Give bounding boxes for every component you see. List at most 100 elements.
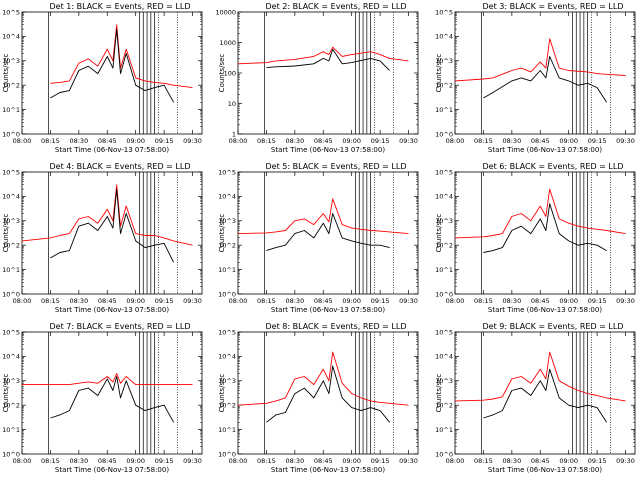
detector-panel-9: 10^0 10^1 10^2 10^3 10^4 10^5 08:00 08:15 08:30 0… xyxy=(435,322,636,474)
x-tick-label: 09:00 xyxy=(126,297,145,305)
y-axis-label: Counts/sec xyxy=(218,214,226,253)
x-tick-label: 09:30 xyxy=(399,457,418,465)
y-tick-label: 10^3 xyxy=(435,57,453,65)
x-tick-label: 09:15 xyxy=(371,297,390,305)
detector-panel-1: 10^0 10^1 10^2 10^3 10^4 10^5 08:00 08:15 08:30 0… xyxy=(2,2,203,154)
x-tick-label: 08:15 xyxy=(257,297,276,305)
y-axis-label: Counts/sec xyxy=(218,54,226,93)
series-line-events xyxy=(50,188,175,263)
series-line-lld xyxy=(22,373,193,386)
x-tick-label: 08:00 xyxy=(446,297,465,305)
series-line-lld xyxy=(454,38,626,82)
series-line-lld xyxy=(21,184,193,246)
y-tick-label: 10^3 xyxy=(218,217,236,225)
x-tick-label: 08:45 xyxy=(314,137,333,145)
plot-frame xyxy=(237,11,419,135)
y-tick-label: 10^5 xyxy=(2,168,20,176)
y-tick-label: 10^3 xyxy=(2,57,20,65)
x-tick-label: 09:15 xyxy=(588,457,607,465)
panel-title: Det 3: BLACK = Events, RED = LLD xyxy=(483,2,624,11)
y-tick-label: 10^0 xyxy=(2,130,20,138)
x-tick-label: 08:30 xyxy=(69,457,88,465)
x-axis-label: Start Time (06-Nov-13 07:58:00) xyxy=(488,306,602,314)
detector-panel-6: 10^0 10^1 10^2 10^3 10^4 10^5 08:00 08:15 08:30 0… xyxy=(435,162,636,314)
x-tick-label: 08:15 xyxy=(474,137,493,145)
plot-frame xyxy=(21,331,203,455)
y-tick-label: 100 xyxy=(224,69,236,77)
y-axis-label: Counts/sec xyxy=(2,374,10,413)
plot-frame xyxy=(21,171,203,295)
y-tick-label: 10^2 xyxy=(435,82,453,90)
x-tick-label: 08:00 xyxy=(13,457,32,465)
series-line-events xyxy=(266,213,390,252)
y-tick-label: 10000 xyxy=(215,8,236,16)
x-axis-label: Start Time (06-Nov-13 07:58:00) xyxy=(271,466,385,474)
y-axis-label: Counts/sec xyxy=(435,374,443,413)
y-tick-label: 10^1 xyxy=(2,266,20,274)
y-tick-label: 10^1 xyxy=(435,266,453,274)
x-tick-label: 09:15 xyxy=(155,297,174,305)
x-tick-label: 09:00 xyxy=(342,457,361,465)
y-tick-label: 10^2 xyxy=(435,242,453,250)
x-tick-label: 08:15 xyxy=(257,457,276,465)
x-tick-label: 08:45 xyxy=(98,457,117,465)
panel-title: Det 7: BLACK = Events, RED = LLD xyxy=(50,322,191,331)
y-tick-label: 1000 xyxy=(219,39,236,47)
y-axis-label: Counts/sec xyxy=(435,214,443,253)
plot-frame xyxy=(237,331,419,455)
y-axis-label: Counts/sec xyxy=(435,54,443,93)
x-tick-label: 09:30 xyxy=(183,297,202,305)
x-tick-label: 09:30 xyxy=(616,137,635,145)
x-tick-label: 08:15 xyxy=(41,297,60,305)
x-tick-label: 08:15 xyxy=(474,457,493,465)
series-line-events xyxy=(50,28,174,103)
x-tick-label: 09:15 xyxy=(371,457,390,465)
x-tick-label: 08:30 xyxy=(285,297,304,305)
panel-title: Det 1: BLACK = Events, RED = LLD xyxy=(50,2,191,11)
x-tick-label: 08:15 xyxy=(41,457,60,465)
x-tick-label: 08:15 xyxy=(41,137,60,145)
y-tick-label: 10^3 xyxy=(435,217,453,225)
x-tick-label: 08:45 xyxy=(98,297,117,305)
panel-title: Det 5: BLACK = Events, RED = LLD xyxy=(266,162,407,171)
y-tick-label: 10^5 xyxy=(435,168,453,176)
x-tick-label: 09:00 xyxy=(342,137,361,145)
y-tick-label: 10^2 xyxy=(218,402,236,410)
y-tick-label: 10^1 xyxy=(2,106,20,114)
y-tick-label: 10^4 xyxy=(2,193,20,201)
y-tick-label: 10^0 xyxy=(2,290,20,298)
plot-frame xyxy=(454,171,636,295)
x-tick-label: 08:00 xyxy=(446,457,465,465)
panel-title: Det 6: BLACK = Events, RED = LLD xyxy=(483,162,624,171)
panel-title: Det 2: BLACK = Events, RED = LLD xyxy=(266,2,407,11)
y-tick-label: 10^0 xyxy=(2,450,20,458)
x-tick-label: 09:30 xyxy=(616,297,635,305)
detector-panel-4: 10^0 10^1 10^2 10^3 10^4 10^5 08:00 08:15 08:30 0… xyxy=(2,162,203,314)
y-tick-label: 10^2 xyxy=(218,242,236,250)
x-axis-label: Start Time (06-Nov-13 07:58:00) xyxy=(55,306,169,314)
y-tick-label: 10^0 xyxy=(435,130,453,138)
x-tick-label: 09:00 xyxy=(126,457,145,465)
x-tick-label: 08:45 xyxy=(314,457,333,465)
y-tick-label: 10^3 xyxy=(435,377,453,385)
y-tick-label: 10^3 xyxy=(2,217,20,225)
y-tick-label: 10^5 xyxy=(2,328,20,336)
y-tick-label: 10^1 xyxy=(218,426,236,434)
x-axis-label: Start Time (06-Nov-13 07:58:00) xyxy=(55,466,169,474)
x-tick-label: 08:30 xyxy=(285,457,304,465)
series-line-lld xyxy=(454,188,626,239)
y-tick-label: 10 xyxy=(228,100,236,108)
y-axis-label: Counts/sec xyxy=(2,214,10,253)
series-line-lld xyxy=(50,24,193,89)
y-tick-label: 10^5 xyxy=(435,328,453,336)
x-tick-label: 08:30 xyxy=(502,137,521,145)
x-tick-label: 08:15 xyxy=(257,137,276,145)
detector-panel-7: 10^0 10^1 10^2 10^3 10^4 10^5 08:00 08:15 08:30 0… xyxy=(2,322,203,474)
x-axis-label: Start Time (06-Nov-13 07:58:00) xyxy=(271,306,385,314)
x-tick-label: 09:30 xyxy=(183,137,202,145)
x-tick-label: 09:15 xyxy=(588,137,607,145)
y-tick-label: 10^3 xyxy=(218,377,236,385)
y-tick-label: 10^4 xyxy=(2,33,20,41)
plot-frame xyxy=(454,11,636,135)
y-tick-label: 10^0 xyxy=(218,450,236,458)
